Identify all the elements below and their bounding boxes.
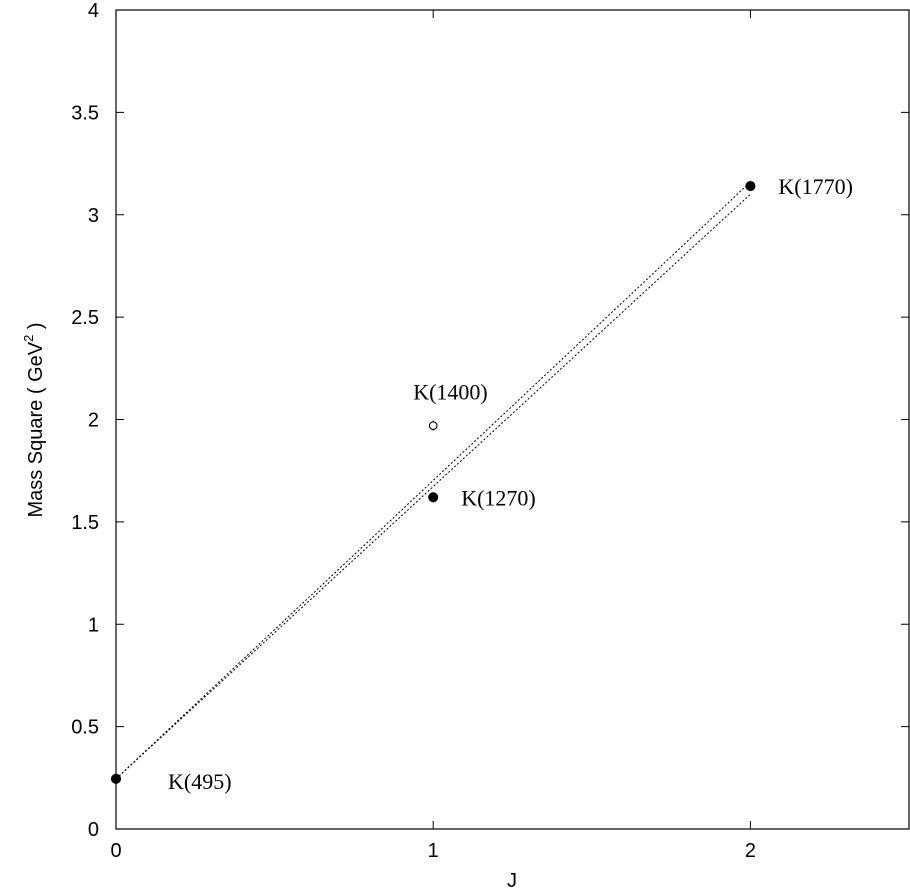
y-tick-label: 1.5 [71, 512, 99, 534]
y-tick-label: 0.5 [71, 717, 99, 739]
y-tick-label: 2 [88, 410, 99, 432]
y-tick-label: 4 [88, 0, 99, 22]
data-point-label: K(1270) [461, 485, 536, 510]
y-axis-title-main: Mass Square ( GeV [25, 341, 47, 517]
x-tick-label: 2 [745, 840, 756, 862]
y-tick-label: 3.5 [71, 102, 99, 124]
ticks: 0 0.5 1 1.5 2 2.5 3 3.5 4 0 1 2 [71, 0, 909, 862]
data-point [745, 181, 756, 192]
axes [115, 9, 910, 830]
data-points [110, 181, 756, 784]
data-point [428, 421, 438, 430]
y-tick-label: 2.5 [71, 307, 99, 329]
x-tick-label: 0 [110, 840, 121, 862]
data-point [428, 492, 439, 503]
x-axis-title: J [507, 870, 517, 892]
y-tick-label: 3 [88, 205, 99, 227]
y-tick-label: 1 [88, 614, 99, 636]
x-tick-label: 1 [428, 840, 439, 862]
y-tick-label: 0 [88, 819, 99, 841]
trajectory-lines [115, 181, 751, 780]
plot-frame [115, 9, 910, 830]
point-labels: K(495) K(1270) K(1400) K(1770) [168, 174, 853, 794]
data-point-label: K(1400) [413, 380, 488, 405]
trajectory-line-2 [115, 193, 751, 780]
data-point-label: K(495) [168, 769, 232, 794]
y-axis-title-sup: 2 [21, 335, 36, 342]
data-point-label: K(1770) [778, 174, 853, 199]
y-axis-title-tail: ) [25, 322, 47, 334]
data-point [110, 773, 122, 784]
y-axis-title: Mass Square ( GeV2 ) [21, 322, 47, 517]
trajectory-line-1 [115, 181, 751, 780]
